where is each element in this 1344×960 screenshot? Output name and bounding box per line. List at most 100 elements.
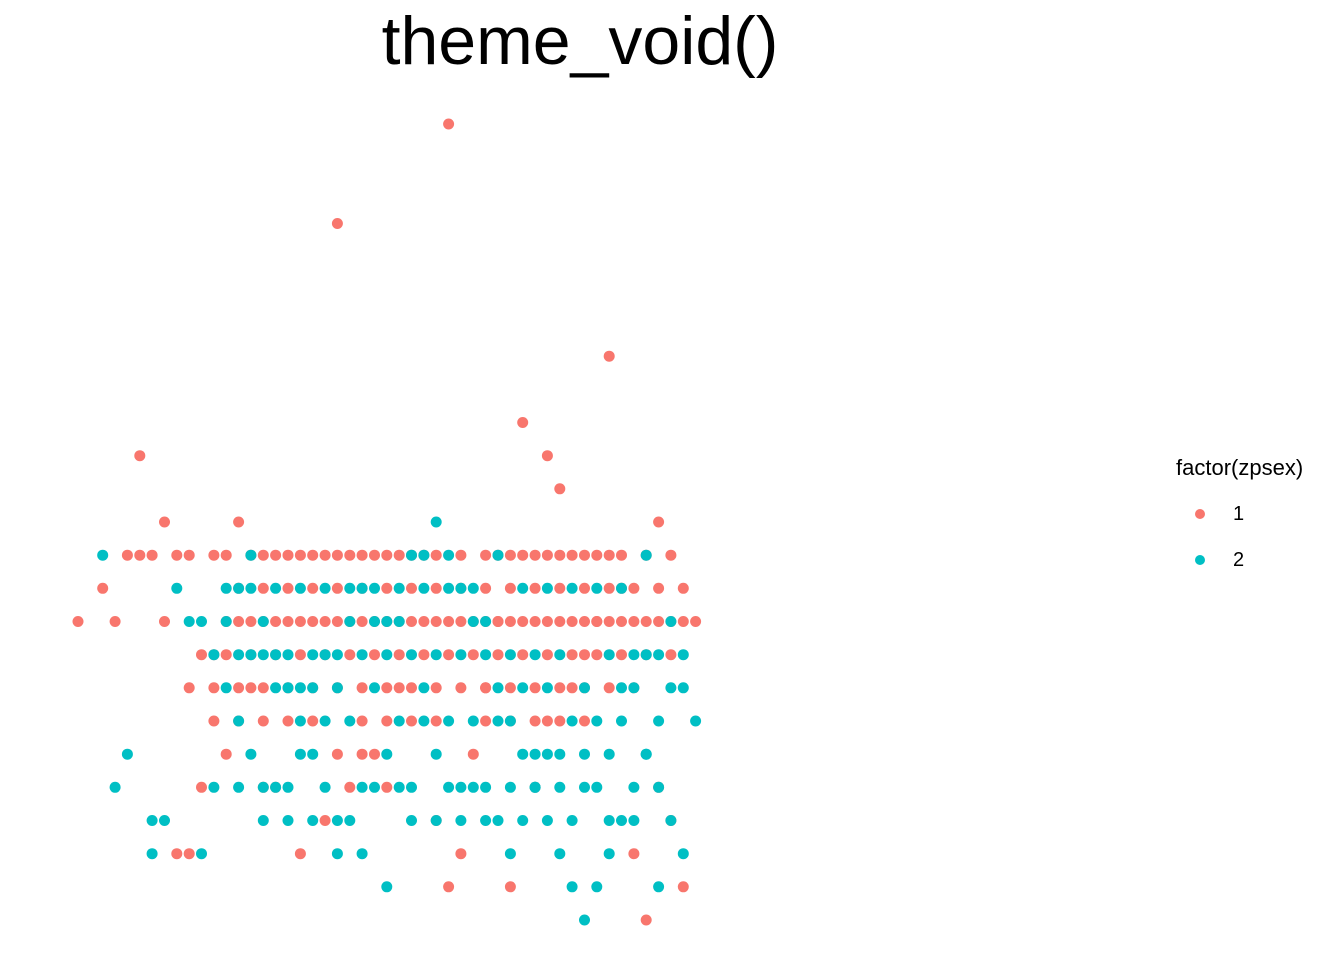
- point-sex-1: [430, 715, 442, 727]
- point-sex-2: [591, 781, 603, 793]
- point-sex-1: [319, 549, 331, 561]
- point-sex-2: [665, 616, 677, 627]
- point-sex-2: [344, 715, 356, 727]
- point-sex-1: [517, 649, 529, 661]
- point-sex-1: [171, 848, 183, 860]
- point-sex-1: [541, 649, 553, 661]
- point-sex-2: [591, 715, 603, 727]
- point-sex-2: [393, 715, 405, 727]
- point-sex-2: [393, 781, 405, 793]
- point-sex-1: [504, 582, 516, 594]
- point-sex-2: [282, 649, 294, 661]
- point-sex-1: [616, 616, 627, 627]
- point-sex-1: [665, 649, 677, 661]
- point-sex-1: [196, 781, 207, 793]
- point-sex-1: [492, 649, 504, 661]
- point-sex-2: [504, 715, 516, 727]
- point-sex-1: [294, 848, 306, 860]
- point-sex-1: [294, 616, 306, 627]
- point-sex-2: [196, 616, 207, 627]
- point-sex-1: [134, 549, 146, 561]
- point-sex-1: [134, 450, 146, 462]
- point-sex-2: [690, 715, 702, 727]
- point-sex-1: [418, 649, 430, 661]
- point-sex-1: [603, 682, 615, 694]
- point-sex-2: [430, 748, 442, 760]
- point-sex-2: [97, 549, 109, 561]
- point-sex-2: [554, 748, 566, 760]
- point-sex-2: [233, 715, 245, 727]
- point-sex-2: [282, 815, 294, 826]
- point-sex-2: [369, 616, 380, 627]
- point-sex-1: [455, 549, 467, 561]
- point-sex-2: [121, 748, 133, 760]
- legend-dot-2: [1195, 555, 1205, 565]
- point-sex-2: [146, 848, 158, 860]
- point-sex-1: [554, 549, 566, 561]
- point-sex-1: [307, 549, 319, 561]
- point-sex-2: [220, 682, 232, 694]
- point-sex-1: [579, 616, 590, 627]
- point-sex-2: [233, 781, 245, 793]
- point-sex-1: [628, 582, 640, 594]
- point-sex-2: [171, 582, 183, 594]
- point-sex-2: [566, 881, 578, 893]
- point-sex-1: [319, 616, 331, 627]
- point-sex-2: [616, 582, 627, 594]
- point-sex-2: [616, 682, 627, 694]
- point-sex-1: [554, 616, 566, 627]
- point-sex-1: [480, 715, 492, 727]
- point-sex-2: [517, 682, 529, 694]
- point-sex-1: [517, 549, 529, 561]
- point-sex-1: [430, 616, 442, 627]
- point-sex-2: [196, 848, 207, 860]
- point-sex-1: [541, 549, 553, 561]
- point-sex-2: [529, 781, 541, 793]
- point-sex-2: [492, 715, 504, 727]
- point-sex-2: [208, 781, 220, 793]
- point-sex-2: [257, 616, 269, 627]
- point-sex-2: [480, 616, 492, 627]
- point-sex-1: [640, 914, 652, 926]
- point-sex-2: [492, 815, 504, 826]
- point-sex-2: [381, 649, 393, 661]
- point-sex-1: [356, 616, 368, 627]
- point-sex-1: [369, 649, 380, 661]
- point-sex-1: [183, 549, 195, 561]
- point-sex-1: [257, 582, 269, 594]
- point-sex-1: [430, 549, 442, 561]
- point-sex-2: [183, 616, 195, 627]
- point-sex-1: [455, 682, 467, 694]
- point-sex-2: [529, 748, 541, 760]
- point-sex-2: [356, 781, 368, 793]
- point-sex-1: [603, 549, 615, 561]
- legend-label-1: 1: [1233, 502, 1245, 525]
- point-sex-2: [628, 781, 640, 793]
- point-sex-1: [677, 582, 689, 594]
- point-sex-2: [307, 682, 319, 694]
- point-sex-2: [579, 914, 590, 926]
- point-sex-1: [319, 815, 331, 826]
- point-sex-1: [393, 649, 405, 661]
- point-sex-1: [480, 549, 492, 561]
- point-sex-1: [294, 549, 306, 561]
- legend: factor(zpsex) 1 2: [1176, 455, 1303, 583]
- point-sex-1: [356, 549, 368, 561]
- point-sex-2: [504, 649, 516, 661]
- point-sex-1: [554, 483, 566, 495]
- point-sex-2: [455, 781, 467, 793]
- point-sex-2: [319, 715, 331, 727]
- point-sex-1: [369, 549, 380, 561]
- point-sex-2: [554, 848, 566, 860]
- point-sex-2: [504, 848, 516, 860]
- point-sex-1: [443, 616, 455, 627]
- point-sex-2: [541, 582, 553, 594]
- point-sex-2: [603, 848, 615, 860]
- point-sex-1: [331, 748, 343, 760]
- point-sex-1: [270, 616, 282, 627]
- point-sex-2: [517, 815, 529, 826]
- point-sex-2: [480, 815, 492, 826]
- point-sex-1: [591, 549, 603, 561]
- point-sex-1: [270, 549, 282, 561]
- point-sex-1: [369, 748, 380, 760]
